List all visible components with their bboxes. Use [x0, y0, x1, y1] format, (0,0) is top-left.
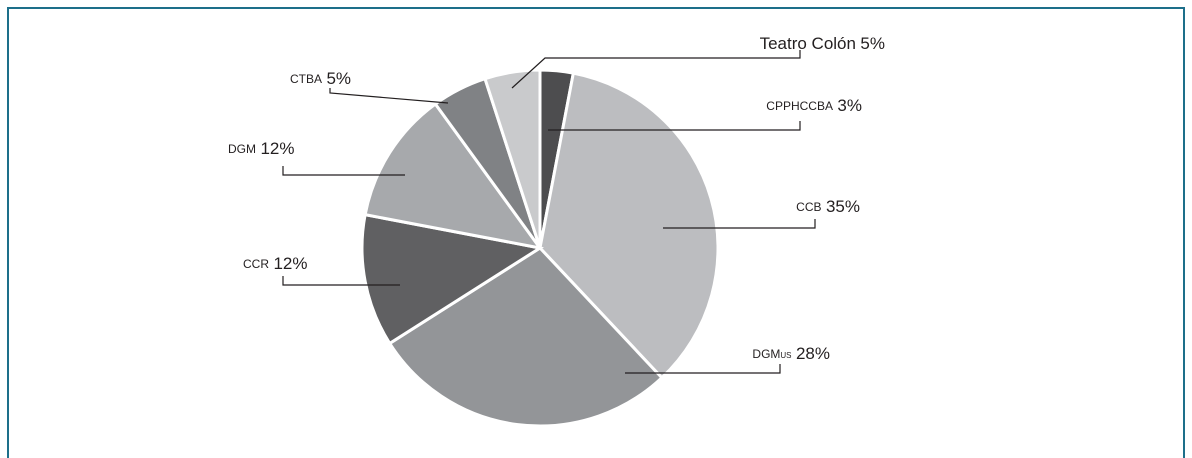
- slice-label: DGM 12%: [228, 139, 294, 158]
- value-label: 28%: [796, 344, 830, 363]
- category-name: CPPHCCBA: [766, 99, 833, 113]
- value-label: 35%: [826, 197, 860, 216]
- category-name: CCR: [243, 257, 269, 271]
- slice-label: Teatro Colón 5%: [760, 34, 885, 53]
- slice: [360, 212, 545, 346]
- leader-line: [282, 276, 400, 286]
- slice: [538, 71, 720, 380]
- slice-label: CCB 35%: [796, 197, 860, 216]
- labels: CPPHCCBA 3%CCB 35%DGMus 28%CCR 12%DGM 12…: [228, 34, 885, 374]
- slice-label: CCR 12%: [243, 254, 307, 273]
- category-name: Teatro Colón: [760, 34, 856, 53]
- leader-line: [663, 219, 816, 229]
- leader-line: [625, 364, 781, 374]
- leader-line: [548, 121, 801, 131]
- category-name: DGMus: [752, 347, 791, 361]
- slice-label: DGMus 28%: [752, 344, 830, 363]
- value-label: 5%: [326, 69, 351, 88]
- category-name: CCB: [796, 200, 821, 214]
- category-name: CTBA: [290, 72, 322, 86]
- leader-line: [282, 166, 405, 176]
- slice: [387, 246, 664, 428]
- slice: [483, 68, 542, 249]
- value-label: 12%: [273, 254, 307, 273]
- frame: [7, 7, 1185, 458]
- slice-label: CPPHCCBA 3%: [766, 96, 862, 115]
- leader-line: [329, 88, 449, 104]
- value-label: 3%: [837, 96, 862, 115]
- pie: [360, 68, 720, 428]
- value-label: 12%: [260, 139, 294, 158]
- leader-line: [511, 50, 801, 89]
- value-label: 5%: [860, 34, 885, 53]
- slice-label: CTBA 5%: [290, 69, 351, 88]
- category-name: DGM: [228, 142, 256, 156]
- slice: [363, 101, 544, 251]
